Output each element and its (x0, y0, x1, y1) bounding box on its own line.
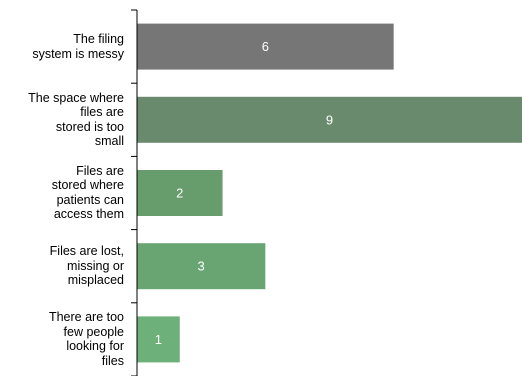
category-label-2: The space where files are stored is too sma… (28, 90, 124, 149)
category-label-5: There are too few people looking for files (48, 310, 124, 368)
bar-value-label-1: 6 (262, 39, 269, 54)
bar-value-label-4: 3 (198, 259, 205, 274)
category-label-3: Files are stored where patients can access … (51, 163, 124, 222)
bar-3 (137, 170, 223, 216)
bar-2 (137, 96, 522, 143)
bar-value-label-3: 2 (176, 186, 183, 201)
category-label-4: Files are lost, missing or misplaced (49, 244, 124, 288)
bar-4 (137, 243, 266, 290)
bar-5 (137, 316, 180, 363)
bar-value-label-2: 9 (326, 112, 333, 127)
bar-value-label-5: 1 (155, 332, 162, 347)
bar-1 (137, 23, 394, 70)
category-label-1: The filing system is messy (32, 32, 124, 61)
